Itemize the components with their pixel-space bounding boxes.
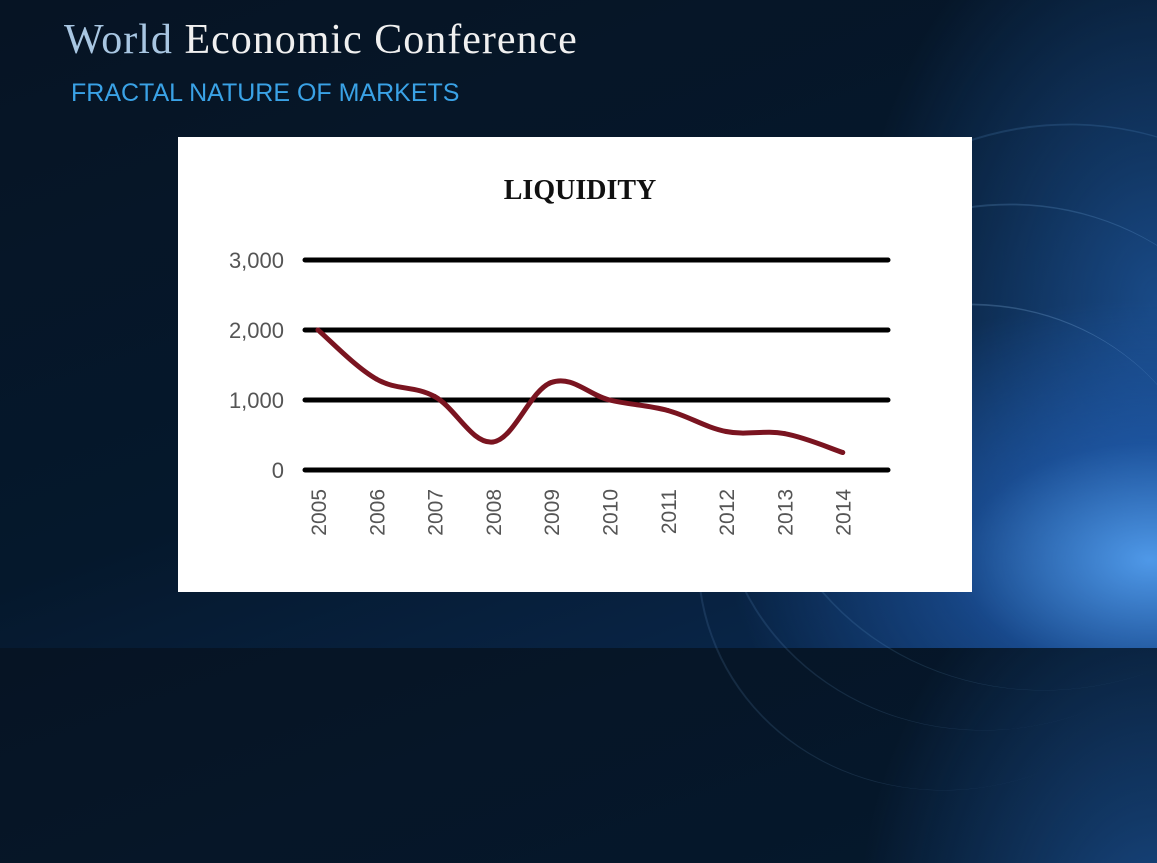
data-point bbox=[840, 450, 846, 455]
liquidity-series bbox=[315, 327, 846, 455]
data-point bbox=[490, 439, 496, 445]
x-tick-label: 2010 bbox=[600, 489, 623, 536]
data-point bbox=[665, 408, 671, 413]
y-tick-label: 1,000 bbox=[229, 388, 284, 413]
x-tick-label: 2013 bbox=[774, 489, 797, 536]
data-point bbox=[723, 429, 729, 434]
liquidity-chart-panel: LIQUIDITY 0 1,000 2,000 3,000 2005 2006 2007 2… bbox=[178, 137, 972, 592]
x-tick-label: 2005 bbox=[308, 489, 331, 536]
data-point bbox=[432, 394, 438, 399]
data-point bbox=[781, 431, 787, 437]
x-tick-label: 2009 bbox=[541, 489, 564, 536]
slide-subtitle: FRACTAL NATURE OF MARKETS bbox=[71, 79, 460, 107]
y-axis-ticks: 0 1,000 2,000 3,000 bbox=[229, 248, 284, 483]
x-tick-label: 2007 bbox=[425, 489, 448, 536]
data-point bbox=[607, 397, 612, 403]
data-point bbox=[548, 380, 554, 385]
y-tick-label: 2,000 bbox=[229, 318, 284, 343]
x-tick-label: 2014 bbox=[833, 489, 856, 536]
chart-gridlines bbox=[302, 257, 891, 473]
y-tick-label: 0 bbox=[272, 458, 284, 483]
data-point bbox=[315, 327, 321, 333]
y-tick-label: 3,000 bbox=[229, 248, 284, 273]
slide-title-world: World bbox=[64, 17, 173, 63]
x-tick-label: 2008 bbox=[483, 489, 506, 536]
chart-title: LIQUIDITY bbox=[504, 175, 656, 206]
x-tick-label: 2011 bbox=[658, 489, 681, 534]
x-tick-label: 2012 bbox=[716, 489, 739, 536]
slide-title-rest: Economic Conference bbox=[184, 17, 578, 63]
data-point bbox=[373, 376, 379, 382]
x-tick-label: 2006 bbox=[366, 489, 389, 536]
liquidity-line bbox=[315, 327, 846, 455]
slide-title: World Economic Conference bbox=[64, 16, 578, 64]
x-axis-ticks: 2005 2006 2007 2008 2009 2010 2011 2012 2013 2014 bbox=[308, 489, 856, 536]
